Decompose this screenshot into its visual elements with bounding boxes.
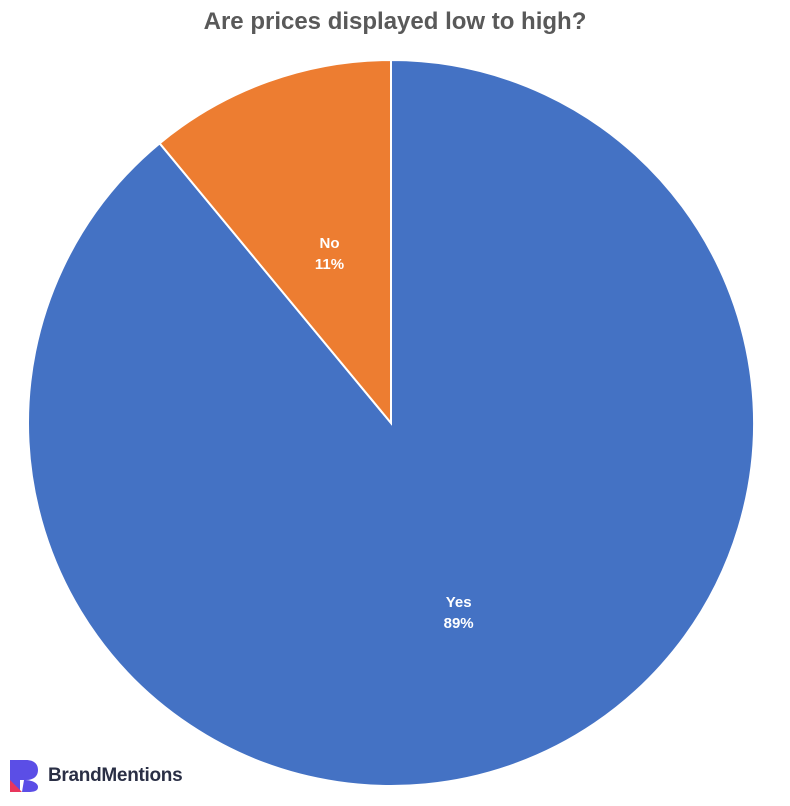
pie-slice-no (158, 58, 392, 426)
slice-value-no: 11% (315, 256, 344, 273)
chart-title: Are prices displayed low to high? (203, 8, 587, 35)
slice-label-yes: Yes (446, 594, 472, 611)
slice-label-no: No (320, 235, 340, 252)
brand-watermark: BrandMentions (8, 757, 183, 795)
brandmentions-logo-icon (10, 760, 38, 792)
brand-name: BrandMentions (48, 765, 183, 786)
slice-value-yes: 89% (444, 615, 474, 632)
pie-slices (27, 58, 755, 787)
pie-labels: Yes 89% No 11% (315, 235, 474, 632)
